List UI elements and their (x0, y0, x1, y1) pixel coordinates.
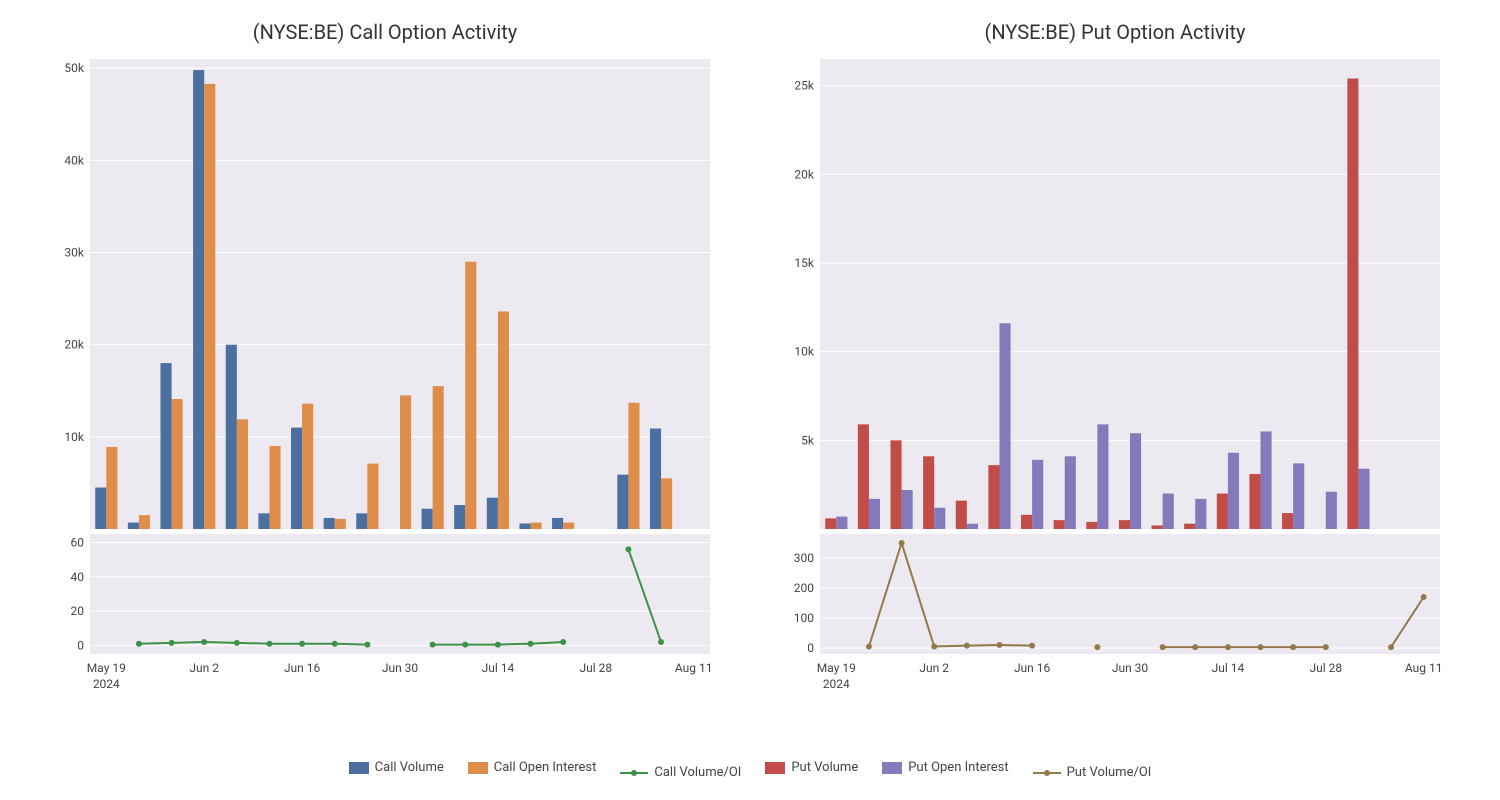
svg-text:20k: 20k (64, 338, 84, 352)
legend: Call Volume Call Open Interest Call Volume… (0, 750, 1500, 800)
svg-text:20k: 20k (794, 167, 814, 181)
legend-label: Call Open Interest (494, 760, 597, 775)
legend-line-icon (620, 772, 648, 774)
legend-swatch (882, 762, 902, 774)
svg-text:Jul 14: Jul 14 (1212, 661, 1245, 675)
svg-text:Jun 16: Jun 16 (1014, 661, 1051, 675)
legend-label: Put Open Interest (908, 760, 1008, 775)
legend-swatch (349, 762, 369, 774)
svg-text:Jun 2: Jun 2 (919, 661, 949, 675)
svg-text:25k: 25k (794, 79, 814, 93)
svg-text:Jun 2: Jun 2 (189, 661, 219, 675)
svg-text:60: 60 (71, 536, 85, 550)
svg-text:Jun 30: Jun 30 (1112, 661, 1149, 675)
legend-swatch (468, 762, 488, 774)
svg-text:Aug 11: Aug 11 (675, 661, 713, 675)
put-chart-title: (NYSE:BE) Put Option Activity (770, 20, 1460, 44)
charts-row: (NYSE:BE) Call Option Activity 10k 20k 30k… (0, 0, 1500, 750)
svg-text:May 19: May 19 (817, 661, 856, 675)
put-chart-column: (NYSE:BE) Put Option Activity 5k 10k 15k 20… (770, 20, 1460, 750)
svg-text:Jun 30: Jun 30 (382, 661, 419, 675)
legend-line-icon (1033, 772, 1061, 774)
svg-text:40: 40 (71, 570, 85, 584)
svg-text:Jul 28: Jul 28 (579, 661, 612, 675)
legend-item: Put Volume (765, 760, 858, 775)
put-chart-svg: 5k 10k 15k 20k 25k 0 100 200 300 May 19 Jun 2 Jun 1… (770, 54, 1450, 694)
svg-text:0: 0 (77, 638, 84, 652)
legend-item: Call Volume (349, 760, 444, 775)
svg-text:Jun 16: Jun 16 (284, 661, 321, 675)
svg-text:Jul 14: Jul 14 (482, 661, 515, 675)
chart-container: (NYSE:BE) Call Option Activity 10k 20k 30k… (0, 0, 1500, 800)
svg-text:2024: 2024 (93, 677, 120, 691)
legend-label: Put Volume/OI (1067, 765, 1152, 780)
svg-text:200: 200 (794, 581, 814, 595)
svg-text:40k: 40k (64, 153, 84, 167)
svg-text:15k: 15k (794, 256, 814, 270)
legend-label: Call Volume/OI (654, 765, 741, 780)
svg-text:50k: 50k (64, 61, 84, 75)
svg-text:May 19: May 19 (87, 661, 126, 675)
legend-label: Put Volume (791, 760, 858, 775)
svg-text:Aug 11: Aug 11 (1405, 661, 1443, 675)
svg-text:0: 0 (807, 641, 814, 655)
legend-item: Call Open Interest (468, 760, 597, 775)
call-chart-column: (NYSE:BE) Call Option Activity 10k 20k 30k… (40, 20, 730, 750)
svg-text:100: 100 (794, 611, 814, 625)
svg-text:5k: 5k (801, 433, 815, 447)
legend-item: Put Volume/OI (1033, 765, 1152, 780)
legend-item: Call Volume/OI (620, 765, 741, 780)
svg-text:300: 300 (794, 551, 814, 565)
legend-swatch (765, 762, 785, 774)
legend-label: Call Volume (375, 760, 444, 775)
legend-item: Put Open Interest (882, 760, 1008, 775)
svg-text:10k: 10k (794, 345, 814, 359)
svg-text:20: 20 (71, 604, 85, 618)
svg-text:30k: 30k (64, 246, 84, 260)
call-chart-title: (NYSE:BE) Call Option Activity (40, 20, 730, 44)
svg-text:10k: 10k (64, 430, 84, 444)
svg-text:2024: 2024 (823, 677, 850, 691)
svg-text:Jul 28: Jul 28 (1309, 661, 1342, 675)
call-chart-svg: 10k 20k 30k 40k 50k 0 20 40 60 May 19 Jun 2 Jun 16 J… (40, 54, 720, 694)
